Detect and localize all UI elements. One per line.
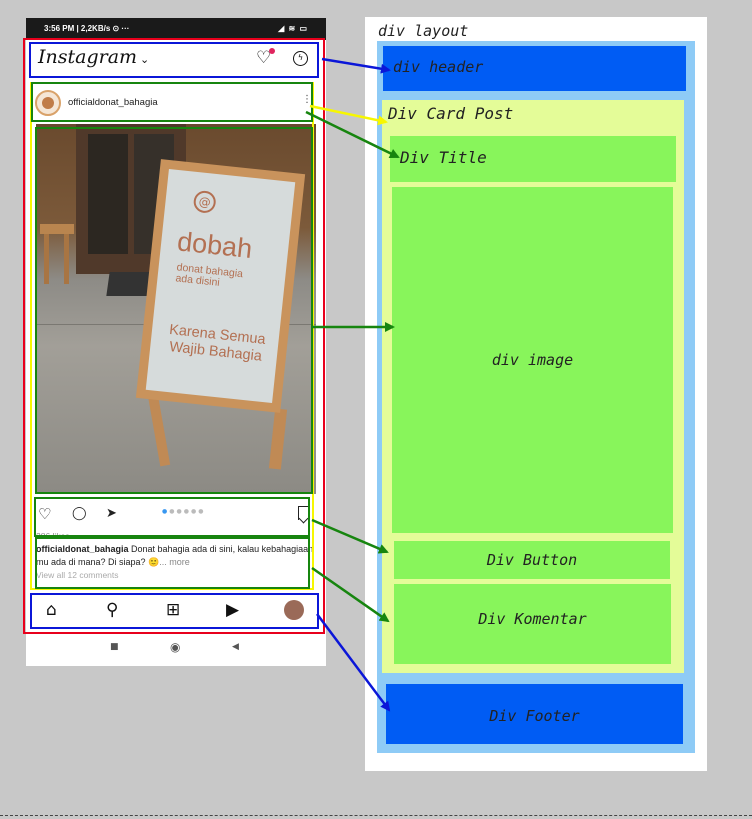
layout-label: div layout (378, 22, 469, 40)
arrow-button (311, 518, 389, 554)
status-time: 3:56 PM | 2,2KB/s ⊙ ··· (44, 24, 130, 33)
door-glass-left (88, 134, 128, 254)
logo-text: Instagram (38, 46, 138, 68)
footer-box: Div Footer (386, 684, 683, 744)
caption-text: Donat bahagia ada di sini, kalau kebahag… (36, 544, 314, 567)
comment-icon[interactable]: ◯ (72, 506, 87, 521)
instagram-footer: ⌂ ⚲ ⊞ ▶ (26, 592, 326, 632)
title-outline (31, 82, 313, 122)
back-icon[interactable]: ◀ (232, 642, 239, 652)
caption-username[interactable]: officialdonat_bahagia (36, 544, 129, 554)
instagram-header: Instagram ⌄ ♡ ϟ (26, 40, 326, 76)
button-outline (34, 497, 310, 537)
heart-icon[interactable]: ♡ (256, 48, 272, 68)
phone-screenshot: 3:56 PM | 2,2KB/s ⊙ ··· ◢ ≋ ▭ Instagram ⌄… (26, 18, 326, 666)
header-outline (29, 42, 319, 78)
home-icon[interactable]: ⌂ (46, 600, 57, 620)
arrow-title (305, 110, 400, 159)
status-icons: ◢ ≋ ▭ (278, 24, 308, 33)
arrow-komentar (311, 566, 390, 623)
avatar[interactable] (35, 90, 61, 116)
dashed-divider (0, 815, 752, 816)
layout-outline (23, 38, 325, 634)
komentar-box: Div Komentar (394, 584, 671, 664)
notification-dot (269, 48, 275, 54)
header-box: div header (383, 46, 686, 91)
chevron-down-icon: ⌄ (140, 53, 150, 66)
post-title: officialdonat_bahagia ⋮ (26, 84, 326, 122)
add-post-icon[interactable]: ⊞ (166, 600, 181, 620)
home-button-icon[interactable]: ◉ (170, 640, 181, 654)
post-username[interactable]: officialdonat_bahagia (68, 97, 158, 108)
messenger-icon[interactable]: ϟ (293, 51, 308, 66)
comment-outline (35, 537, 310, 589)
title-box: Div Title (390, 136, 676, 182)
status-bar: 3:56 PM | 2,2KB/s ⊙ ··· ◢ ≋ ▭ (26, 18, 326, 40)
post-actions: ♡ ◯ ➤ ●●●●●● (26, 502, 326, 528)
stool-leg (64, 234, 69, 284)
stool-leg (44, 234, 49, 284)
caption: officialdonat_bahagia Donat bahagia ada … (36, 543, 321, 569)
like-icon[interactable]: ♡ (38, 505, 52, 523)
instagram-logo[interactable]: Instagram ⌄ (38, 46, 149, 68)
post-image[interactable]: @ dobah donat bahagia ada disini Karena … (36, 124, 316, 494)
image-box: div image (392, 187, 673, 533)
reels-icon[interactable]: ▶ (226, 600, 240, 620)
view-all-comments[interactable]: View all 12 comments (36, 570, 119, 580)
arrow-header (321, 57, 391, 74)
profile-avatar[interactable] (284, 600, 304, 620)
image-outline (35, 127, 313, 494)
stool-seat (40, 224, 74, 234)
card-post-label: Div Card Post (388, 104, 514, 123)
system-navigation: ■ ◉ ◀ (26, 632, 326, 666)
footer-outline (30, 593, 319, 629)
recent-apps-icon[interactable]: ■ (110, 642, 119, 652)
more-options-icon[interactable]: ⋮ (302, 94, 312, 105)
share-icon[interactable]: ➤ (106, 506, 117, 521)
button-box: Div Button (394, 541, 670, 579)
more-link[interactable]: ... more (159, 557, 190, 567)
carousel-dots: ●●●●●● (162, 508, 206, 515)
arrow-footer (316, 613, 391, 712)
arrow-card-post (309, 104, 388, 126)
search-icon[interactable]: ⚲ (106, 600, 119, 620)
